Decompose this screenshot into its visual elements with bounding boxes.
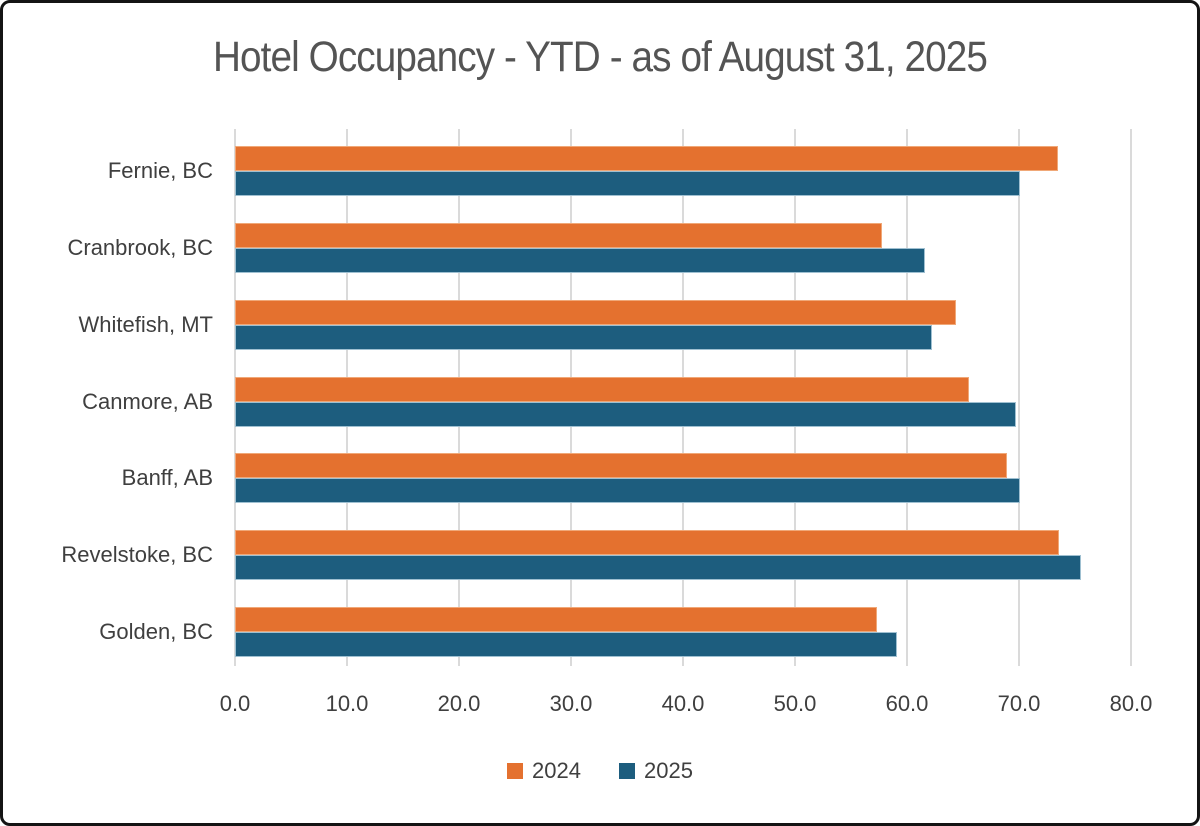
bar-2024-canmore-ab bbox=[235, 376, 969, 402]
bar-2024-cranbrook-bc bbox=[235, 223, 883, 249]
bar-2025-cranbrook-bc bbox=[235, 248, 925, 274]
category-label-fernie-bc: Fernie, BC bbox=[107, 158, 213, 184]
x-tick-label-20.0: 20.0 bbox=[437, 691, 481, 716]
gridline-x-80.0 bbox=[1130, 129, 1132, 666]
bar-2025-whitefish-mt bbox=[235, 324, 932, 350]
bar-2025-banff-ab bbox=[235, 478, 1021, 504]
category-label-banff-ab: Banff, AB bbox=[121, 465, 213, 491]
chart-title: Hotel Occupancy - YTD - as of August 31,… bbox=[212, 33, 988, 81]
bar-2025-fernie-bc bbox=[235, 171, 1021, 197]
category-label-revelstoke-bc: Revelstoke, BC bbox=[61, 541, 213, 567]
x-axis-tick-labels: 0.0 10.0 20.0 30.0 40.0 50.0 60.0 70.0 80.0 bbox=[220, 691, 1153, 721]
legend-label-2024: 2024 bbox=[532, 758, 581, 783]
x-tick-label-10.0: 10.0 bbox=[325, 691, 369, 716]
bar-2024-whitefish-mt bbox=[235, 299, 957, 325]
plot-area bbox=[234, 129, 1132, 666]
gridline-x-70.0 bbox=[1018, 129, 1020, 666]
bar-2025-revelstoke-bc bbox=[235, 554, 1081, 580]
legend-swatch-2025 bbox=[619, 763, 635, 779]
bar-2024-banff-ab bbox=[235, 453, 1007, 479]
x-tick-label-60.0: 60.0 bbox=[885, 691, 929, 716]
legend: 2024 2025 bbox=[3, 758, 1197, 784]
bar-2024-revelstoke-bc bbox=[235, 529, 1060, 555]
bar-2024-fernie-bc bbox=[235, 146, 1059, 172]
bar-2025-golden-bc bbox=[235, 631, 897, 657]
category-label-golden-bc: Golden, BC bbox=[99, 618, 213, 644]
legend-item-2024: 2024 bbox=[507, 758, 581, 784]
category-label-whitefish-mt: Whitefish, MT bbox=[78, 311, 213, 337]
bar-2024-golden-bc bbox=[235, 606, 877, 632]
x-tick-label-0.0: 0.0 bbox=[219, 691, 251, 716]
legend-label-2025: 2025 bbox=[644, 758, 693, 783]
x-tick-label-50.0: 50.0 bbox=[773, 691, 817, 716]
category-label-cranbrook-bc: Cranbrook, BC bbox=[67, 235, 213, 261]
x-tick-label-40.0: 40.0 bbox=[661, 691, 705, 716]
category-label-canmore-ab: Canmore, AB bbox=[82, 388, 213, 414]
x-tick-label-80.0: 80.0 bbox=[1109, 691, 1153, 716]
legend-swatch-2024 bbox=[507, 763, 524, 779]
legend-item-2025: 2025 bbox=[619, 758, 693, 784]
bar-2025-canmore-ab bbox=[235, 401, 1016, 427]
x-tick-label-30.0: 30.0 bbox=[549, 691, 593, 716]
x-tick-label-70.0: 70.0 bbox=[997, 691, 1041, 716]
y-axis-category-labels: Fernie, BC Cranbrook, BC Whitefish, MT Canm… bbox=[23, 129, 213, 666]
